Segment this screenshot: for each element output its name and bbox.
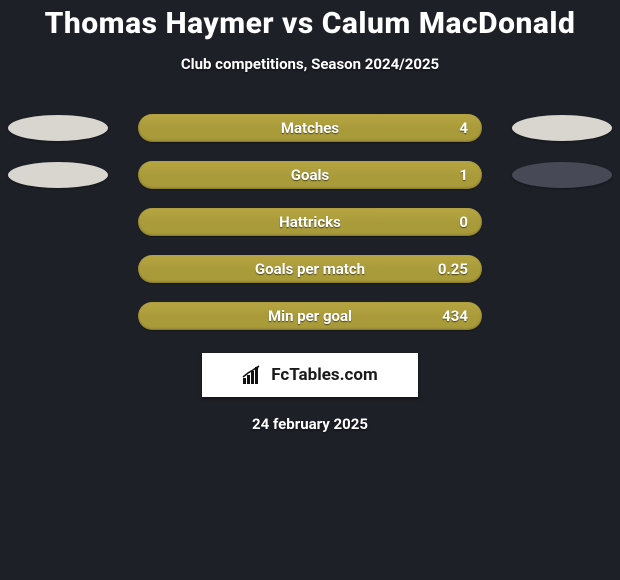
stat-bar: Hattricks 0 xyxy=(138,208,482,236)
stat-label: Goals xyxy=(291,166,329,184)
brand-text: FcTables.com xyxy=(271,365,377,385)
stat-value: 1 xyxy=(459,166,468,184)
stat-label: Matches xyxy=(281,119,339,137)
stat-row: Matches 4 xyxy=(0,113,620,143)
stat-value: 434 xyxy=(442,307,468,325)
brand-box: FcTables.com xyxy=(202,353,418,397)
chart-bars-icon xyxy=(242,365,264,385)
stat-value: 4 xyxy=(459,119,468,137)
date-text: 24 february 2025 xyxy=(0,415,620,433)
stat-row: Goals 1 xyxy=(0,160,620,190)
stats-list: Matches 4 Goals 1 Hattricks 0 Goals per match 0… xyxy=(0,113,620,331)
comparison-infographic: Thomas Haymer vs Calum MacDonald Club co… xyxy=(0,0,620,580)
stat-value: 0 xyxy=(459,213,468,231)
left-ellipse xyxy=(8,115,108,141)
subtitle: Club competitions, Season 2024/2025 xyxy=(0,55,620,73)
stat-bar: Goals 1 xyxy=(138,161,482,189)
stat-bar: Min per goal 434 xyxy=(138,302,482,330)
right-ellipse xyxy=(512,115,612,141)
left-ellipse xyxy=(8,162,108,188)
page-title: Thomas Haymer vs Calum MacDonald xyxy=(0,6,620,41)
right-ellipse xyxy=(512,162,612,188)
stat-bar: Goals per match 0.25 xyxy=(138,255,482,283)
stat-label: Hattricks xyxy=(279,213,341,231)
stat-row: Goals per match 0.25 xyxy=(0,254,620,284)
stat-row: Min per goal 434 xyxy=(0,301,620,331)
stat-row: Hattricks 0 xyxy=(0,207,620,237)
stat-value: 0.25 xyxy=(438,260,468,278)
stat-label: Goals per match xyxy=(255,260,365,278)
stat-bar: Matches 4 xyxy=(138,114,482,142)
stat-label: Min per goal xyxy=(268,307,352,325)
